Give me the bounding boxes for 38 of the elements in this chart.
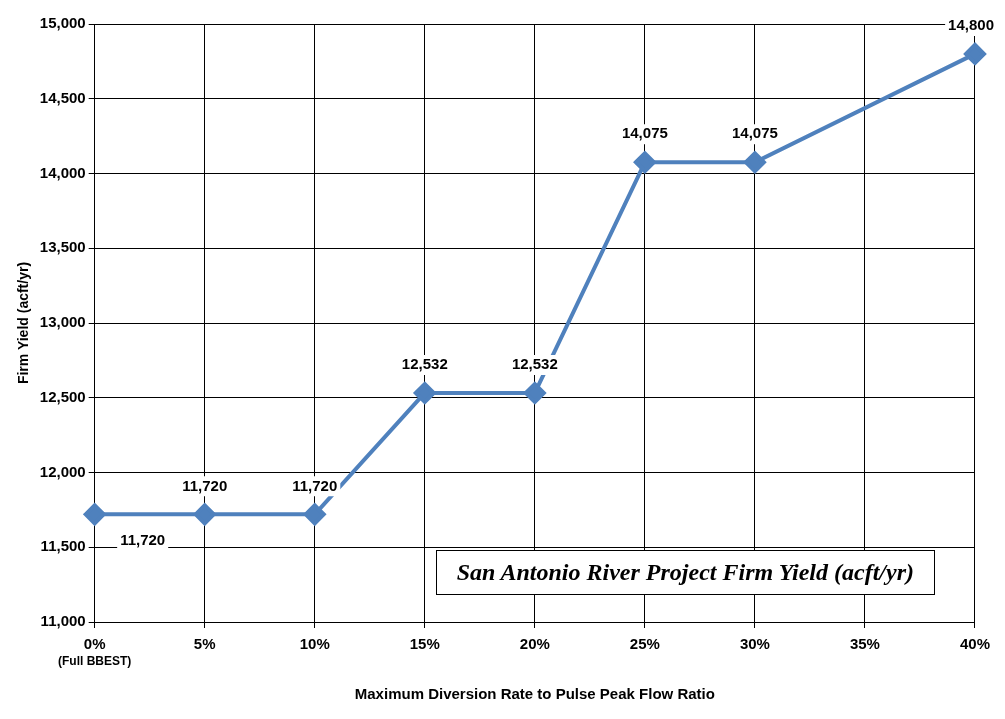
data-label: 12,532: [401, 355, 448, 373]
point: [193, 503, 216, 526]
x-axis-title: Maximum Diversion Rate to Pulse Peak Flow Ratio: [354, 685, 715, 703]
y-tick-label: 12,000: [39, 462, 86, 480]
data-label: 12,532: [511, 355, 558, 373]
y-tick-label: 11,000: [40, 612, 86, 630]
x-tick-label: 35%: [849, 635, 880, 653]
x-tick-label: 40%: [959, 635, 990, 653]
point: [963, 42, 986, 65]
x-tick-label: 5%: [193, 635, 216, 653]
y-tick-label: 13,000: [39, 313, 86, 331]
x-tick-label: 15%: [409, 635, 440, 653]
x-tick-label: 20%: [519, 635, 550, 653]
data-label: 11,720: [120, 530, 166, 548]
x-tick-label: 30%: [739, 635, 770, 653]
data-label: 11,720: [292, 476, 338, 494]
x-tick-label: 0%: [83, 635, 106, 653]
x-tick-label: 10%: [299, 635, 330, 653]
point: [413, 381, 436, 404]
data-label: 11,720: [182, 476, 228, 494]
data-label: 14,075: [621, 124, 668, 142]
point: [83, 503, 106, 526]
text: San Antonio River Project Firm Yield (acft/yr): [435, 550, 935, 595]
point: [743, 151, 766, 174]
y-tick-label: 15,000: [39, 14, 86, 32]
y-tick-label: 13,500: [39, 238, 86, 256]
data-label: 14,800: [948, 16, 995, 34]
y-tick-label: 11,500: [40, 537, 86, 555]
point: [633, 151, 656, 174]
y-tick-label: 12,500: [39, 387, 86, 405]
point: [523, 381, 546, 404]
point: [303, 503, 326, 526]
text: (Full BBEST): [58, 654, 132, 669]
data-label: 14,075: [731, 124, 778, 142]
y-tick-label: 14,500: [39, 88, 86, 106]
y-tick-label: 14,000: [39, 163, 86, 181]
x-tick-label: 25%: [629, 635, 660, 653]
y-axis-title: Firm Yield (acft/yr): [15, 261, 32, 385]
